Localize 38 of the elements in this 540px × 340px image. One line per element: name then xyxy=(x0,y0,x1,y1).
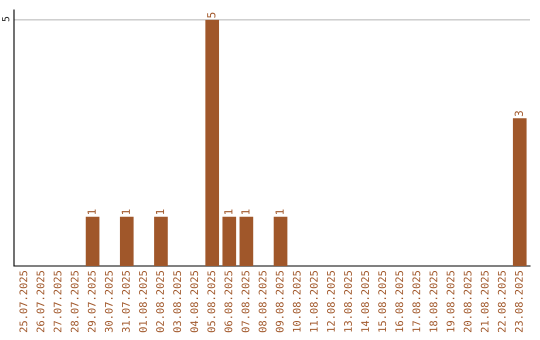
x-tick-label: 22.08.2025 xyxy=(498,271,506,332)
x-tick-label: 23.08.2025 xyxy=(514,271,523,332)
x-tick-label: 08.08.2025 xyxy=(258,271,267,332)
x-tick-label: 31.07.2025 xyxy=(122,271,130,332)
x-tick-label: 12.08.2025 xyxy=(326,271,335,332)
data-label: 3 xyxy=(514,111,523,116)
x-tick-label: 21.08.2025 xyxy=(480,271,489,332)
x-tick-label: 09.08.2025 xyxy=(276,271,284,332)
x-tick-label: 10.08.2025 xyxy=(292,271,301,332)
x-tick-label: 13.08.2025 xyxy=(344,271,352,332)
data-label: 1 xyxy=(241,209,250,214)
x-tick-label: 29.07.2025 xyxy=(88,271,96,332)
x-tick-label: 19.08.2025 xyxy=(446,271,454,332)
x-tick-label: 30.07.2025 xyxy=(104,271,113,332)
x-tick-label: 18.08.2025 xyxy=(429,271,438,332)
data-label: 5 xyxy=(207,12,216,18)
x-tick-label: 06.08.2025 xyxy=(224,271,232,332)
data-label: 1 xyxy=(122,209,130,214)
data-label: 1 xyxy=(88,209,96,214)
x-tick-label: 11.08.2025 xyxy=(310,271,318,332)
data-label: 1 xyxy=(156,209,164,214)
x-tick-label: 15.08.2025 xyxy=(378,271,386,332)
data-label: 1 xyxy=(276,209,284,214)
x-tick-label: 02.08.2025 xyxy=(156,271,164,332)
x-tick-label: 04.08.2025 xyxy=(190,271,198,332)
x-tick-label: 05.08.2025 xyxy=(207,271,216,332)
x-tick-label: 01.08.2025 xyxy=(139,271,147,332)
x-tick-label: 07.08.2025 xyxy=(242,271,250,332)
x-tick-label: 25.07.2025 xyxy=(19,271,28,332)
x-tick-label: 03.08.2025 xyxy=(173,271,182,332)
x-tick-label: 28.07.2025 xyxy=(70,271,79,332)
x-tick-label: 27.07.2025 xyxy=(54,271,62,332)
x-tick-label: 14.08.2025 xyxy=(361,271,370,332)
x-tick-label: 20.08.2025 xyxy=(464,271,472,332)
x-tick-label: 17.08.2025 xyxy=(412,271,420,332)
data-label: 1 xyxy=(224,209,232,214)
x-tick-label: 26.07.2025 xyxy=(36,271,44,332)
x-tick-label: 16.08.2025 xyxy=(395,271,404,332)
